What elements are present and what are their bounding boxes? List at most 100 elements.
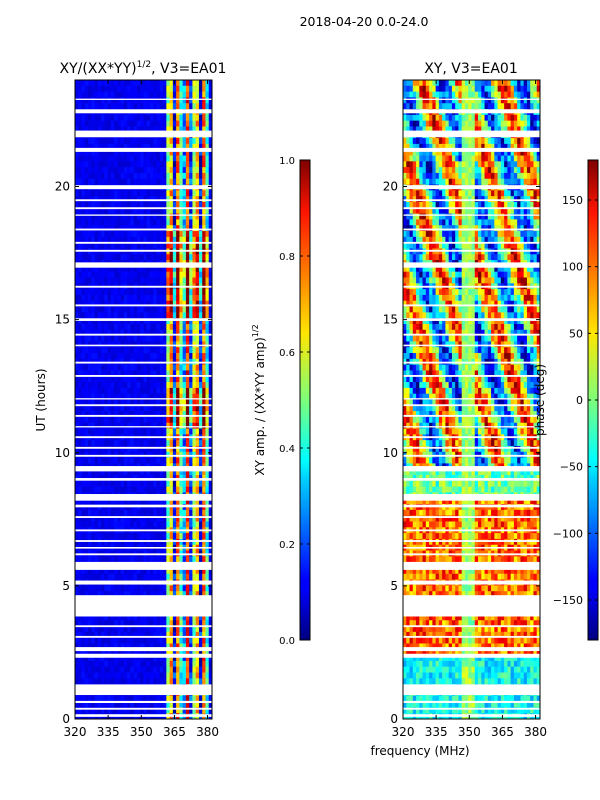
heatmap-cell (127, 591, 131, 598)
heatmap-cell (94, 120, 99, 127)
right-heatmap (403, 80, 540, 719)
heatmap-cell (153, 678, 157, 685)
heatmap-cell (153, 695, 157, 702)
heatmap-cell (176, 213, 180, 220)
heatmap-cell (114, 126, 118, 133)
heatmap-cell (127, 585, 131, 592)
heatmap-cell (133, 103, 138, 110)
heatmap-cell (107, 498, 112, 505)
heatmap-cell (163, 213, 167, 220)
heatmap-cell (195, 620, 200, 627)
heatmap-cell (97, 80, 102, 87)
heatmap-cell (91, 201, 95, 209)
heatmap-cell (136, 515, 141, 522)
heatmap-cell (114, 149, 118, 156)
heatmap-cell (133, 509, 138, 517)
heatmap-cell (172, 126, 177, 133)
heatmap-cell (192, 207, 197, 215)
heatmap-cell (146, 236, 151, 244)
heatmap-cell (107, 393, 112, 400)
heatmap-cell (123, 91, 128, 98)
heatmap-cell (107, 567, 112, 575)
heatmap-cell (78, 538, 82, 546)
heatmap-cell (97, 254, 102, 261)
heatmap-cell (143, 498, 148, 505)
heatmap-cell (94, 399, 99, 406)
heatmap-cell (130, 353, 135, 360)
heatmap-cell (163, 585, 167, 592)
heatmap-cell (75, 585, 79, 592)
heatmap-cell (136, 312, 141, 319)
heatmap-cell (101, 265, 105, 273)
heatmap-cell (130, 126, 135, 133)
heatmap-cell (84, 480, 89, 488)
heatmap-cell (81, 97, 86, 104)
heatmap-cell (127, 335, 131, 342)
data-gap (75, 214, 212, 216)
heatmap-cell (520, 103, 525, 110)
heatmap-cell (442, 103, 446, 110)
heatmap-cell (117, 533, 122, 540)
heatmap-cell (133, 219, 138, 226)
heatmap-cell (166, 341, 170, 348)
heatmap-cell (166, 480, 170, 488)
heatmap-cell (163, 655, 167, 662)
heatmap-cell (91, 172, 95, 180)
heatmap-cell (153, 172, 157, 180)
heatmap-cell (198, 655, 203, 662)
heatmap-cell (156, 382, 161, 389)
heatmap-cell (189, 329, 193, 336)
heatmap-cell (185, 666, 190, 673)
heatmap-cell (202, 695, 206, 702)
heatmap-cell (94, 515, 99, 522)
heatmap-cell (130, 556, 135, 563)
heatmap-cell (172, 149, 177, 156)
heatmap-cell (202, 213, 206, 220)
heatmap-cell (97, 155, 102, 162)
heatmap-cell (205, 649, 210, 656)
heatmap-cell (198, 114, 203, 122)
heatmap-cell (153, 620, 157, 627)
heatmap-cell (127, 382, 131, 389)
heatmap-cell (205, 120, 210, 127)
heatmap-cell (114, 678, 118, 685)
heatmap-cell (150, 91, 154, 98)
heatmap-cell (166, 440, 170, 447)
heatmap-cell (101, 440, 105, 447)
heatmap-cell (104, 521, 109, 528)
heatmap-cell (120, 620, 125, 627)
data-gap (75, 185, 212, 190)
heatmap-cell (133, 318, 138, 325)
heatmap-cell (91, 97, 95, 104)
heatmap-cell (107, 347, 112, 354)
heatmap-cell (189, 236, 193, 244)
heatmap-cell (526, 85, 531, 93)
heatmap-cell (104, 509, 109, 517)
heatmap-cell (172, 300, 177, 307)
heatmap-cell (159, 207, 164, 215)
heatmap-cell (163, 614, 167, 621)
heatmap-cell (156, 172, 161, 180)
heatmap-cell (114, 201, 118, 209)
heatmap-cell (189, 428, 193, 435)
heatmap-cell (123, 120, 128, 127)
heatmap-cell (445, 114, 450, 122)
heatmap-cell (150, 85, 154, 93)
heatmap-cell (176, 155, 180, 162)
heatmap-cell (156, 85, 161, 93)
heatmap-cell (88, 277, 92, 284)
heatmap-cell (146, 120, 151, 127)
heatmap-cell (205, 637, 210, 644)
suptitle: 2018-04-20 0.0-24.0 (300, 14, 429, 29)
heatmap-cell (159, 614, 164, 621)
heatmap-cell (179, 289, 184, 296)
heatmap-cell (202, 126, 206, 133)
heatmap-cell (159, 660, 164, 668)
heatmap-cell (114, 567, 118, 575)
heatmap-cell (471, 97, 476, 104)
heatmap-cell (114, 591, 118, 598)
heatmap-cell (185, 161, 190, 168)
heatmap-cell (159, 387, 164, 395)
heatmap-cell (198, 329, 203, 336)
heatmap-cell (88, 91, 92, 98)
